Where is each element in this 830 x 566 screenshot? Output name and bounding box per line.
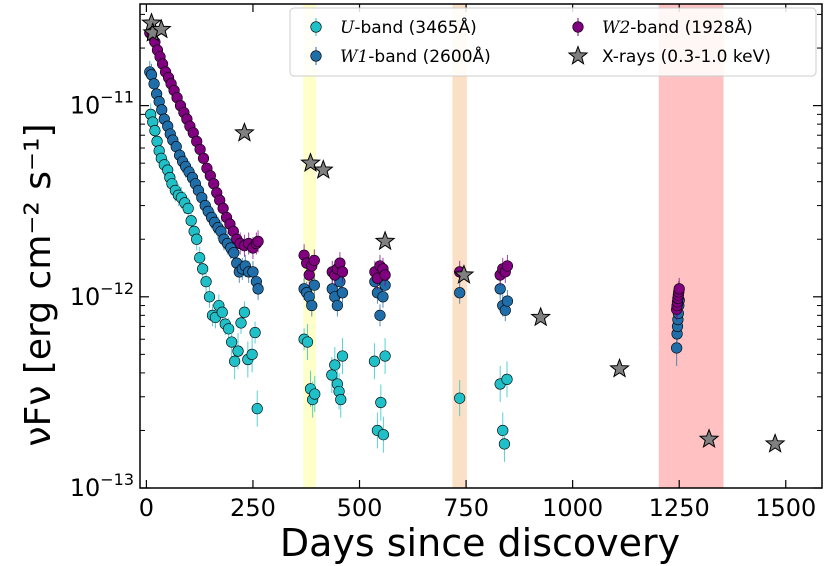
data-point (454, 287, 466, 299)
data-point-star (312, 159, 334, 179)
shaded-band (303, 4, 317, 488)
data-point (194, 252, 206, 264)
data-point (216, 306, 228, 318)
data-point (148, 78, 160, 90)
x-tick-label: 750 (443, 494, 489, 522)
x-tick-label: 250 (230, 494, 276, 522)
legend-label: W1-band (2600Å) (340, 45, 491, 67)
data-point (246, 348, 258, 360)
data-point (374, 309, 386, 321)
data-point-star (300, 152, 321, 173)
legend-marker (572, 21, 584, 33)
legend-label: U-band (3465Å) (340, 16, 477, 38)
data-point (375, 396, 387, 409)
data-marks (141, 12, 786, 462)
legend-label: X-rays (0.3-1.0 keV) (602, 47, 771, 67)
legend-marker (310, 21, 322, 33)
data-point (335, 393, 347, 406)
data-point (499, 304, 511, 316)
data-point (501, 260, 514, 272)
data-point (151, 135, 163, 147)
legend-box (289, 7, 817, 77)
data-point (454, 392, 466, 404)
data-point-star (530, 306, 552, 327)
data-point-star (698, 428, 720, 449)
data-point (228, 247, 240, 259)
data-point (301, 336, 314, 348)
data-point (309, 388, 321, 400)
data-point-star (234, 121, 255, 142)
data-point-star (150, 18, 172, 39)
data-point (501, 373, 513, 385)
data-point (498, 438, 511, 450)
data-point (185, 215, 197, 227)
x-tick-label: 500 (337, 494, 383, 522)
y-tick-label: 10−11 (70, 88, 134, 120)
x-tick-label: 0 (139, 494, 154, 522)
data-point-star (453, 264, 475, 284)
x-tick-label: 1500 (755, 494, 816, 522)
data-point (308, 279, 320, 291)
data-point (377, 429, 389, 441)
shaded-bands (303, 4, 724, 488)
data-point (336, 287, 349, 299)
data-point (249, 326, 261, 339)
data-point (229, 355, 241, 367)
data-point (308, 254, 320, 267)
shaded-band (452, 4, 467, 488)
data-point (232, 345, 244, 357)
data-point (238, 306, 251, 318)
y-tick-label: 10−12 (70, 279, 134, 311)
axis-ticks: 0 250 500 750 1000 1250 1500 10−13 10−12 10−11 (70, 4, 822, 522)
data-point (197, 152, 210, 164)
data-point (226, 336, 238, 348)
legend: U-band (3465Å) W2-band (1928Å) W1-band (26… (289, 7, 817, 77)
data-point (501, 295, 514, 307)
data-point-star (374, 230, 396, 251)
data-point (182, 202, 194, 215)
series (145, 103, 513, 462)
data-point (336, 266, 349, 278)
data-point (247, 266, 259, 278)
data-point (331, 299, 343, 312)
data-point (252, 283, 264, 295)
legend-label: W2-band (1928Å) (602, 16, 753, 38)
series (141, 12, 786, 453)
data-point (149, 125, 161, 137)
data-point (252, 235, 264, 247)
data-point (197, 263, 209, 275)
data-point (191, 233, 203, 245)
data-point-star (609, 357, 630, 378)
data-point (379, 269, 391, 281)
data-point-star (764, 433, 786, 453)
data-point (329, 359, 341, 371)
x-tick-label: 1250 (649, 494, 710, 522)
legend-marker (310, 50, 322, 62)
data-point (235, 317, 247, 329)
x-axis-title: Days since discovery (280, 521, 680, 565)
y-axis-title: νFν [erg cm⁻² s⁻¹] (18, 124, 59, 447)
data-point (368, 355, 381, 367)
y-tick-label: 10−13 (70, 470, 134, 502)
data-point (200, 276, 212, 288)
data-point (306, 299, 318, 312)
shaded-band (658, 4, 724, 488)
data-point (156, 104, 168, 116)
data-point (379, 350, 391, 362)
data-point (673, 283, 685, 295)
data-point (251, 403, 263, 415)
data-point (336, 350, 349, 362)
data-point (377, 291, 389, 303)
data-point (223, 323, 235, 335)
data-point (497, 424, 509, 437)
legend-marker-star (567, 45, 589, 65)
x-tick-label: 1000 (542, 494, 603, 522)
plot-frame (139, 3, 823, 489)
data-point (203, 291, 216, 303)
